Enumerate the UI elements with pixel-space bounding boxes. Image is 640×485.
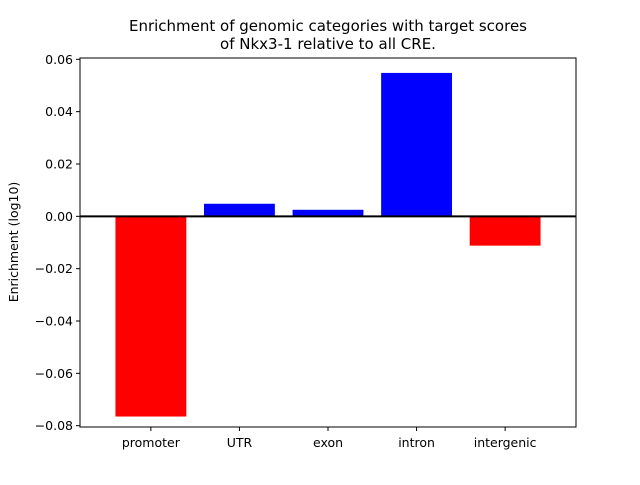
bar-UTR	[204, 203, 275, 217]
y-axis-ticks: −0.08 −0.06 −0.04 −0.02 0.00 0.02 0.04 0.06	[35, 52, 80, 433]
chart-title-line-1: Enrichment of genomic categories with ta…	[129, 17, 527, 35]
bar-intron	[381, 72, 452, 217]
y-tick-label: −0.02	[35, 261, 73, 276]
bar-exon	[292, 209, 364, 217]
y-tick-label: −0.08	[35, 418, 73, 433]
y-tick-label: 0.06	[45, 52, 73, 67]
bar-promoter	[115, 216, 187, 417]
x-axis-ticks: promoter UTR exon intron intergenic	[122, 427, 537, 450]
y-axis-label: Enrichment (log10)	[6, 182, 21, 303]
y-tick-label: 0.02	[45, 156, 73, 171]
x-tick-label: intergenic	[474, 435, 537, 450]
x-tick-label: exon	[313, 435, 343, 450]
y-tick-label: 0.00	[45, 209, 73, 224]
y-tick-label: 0.04	[45, 104, 73, 119]
x-tick-label: promoter	[122, 435, 181, 450]
bar-intergenic	[469, 216, 541, 246]
y-tick-label: −0.04	[35, 314, 73, 329]
x-tick-label: intron	[398, 435, 435, 450]
bars-group	[115, 72, 541, 417]
chart-title-line-2: of Nkx3-1 relative to all CRE.	[220, 35, 436, 53]
x-tick-label: UTR	[227, 435, 253, 450]
y-tick-label: −0.06	[35, 366, 73, 381]
